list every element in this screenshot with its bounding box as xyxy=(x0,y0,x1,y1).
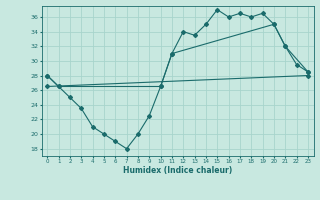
X-axis label: Humidex (Indice chaleur): Humidex (Indice chaleur) xyxy=(123,166,232,175)
